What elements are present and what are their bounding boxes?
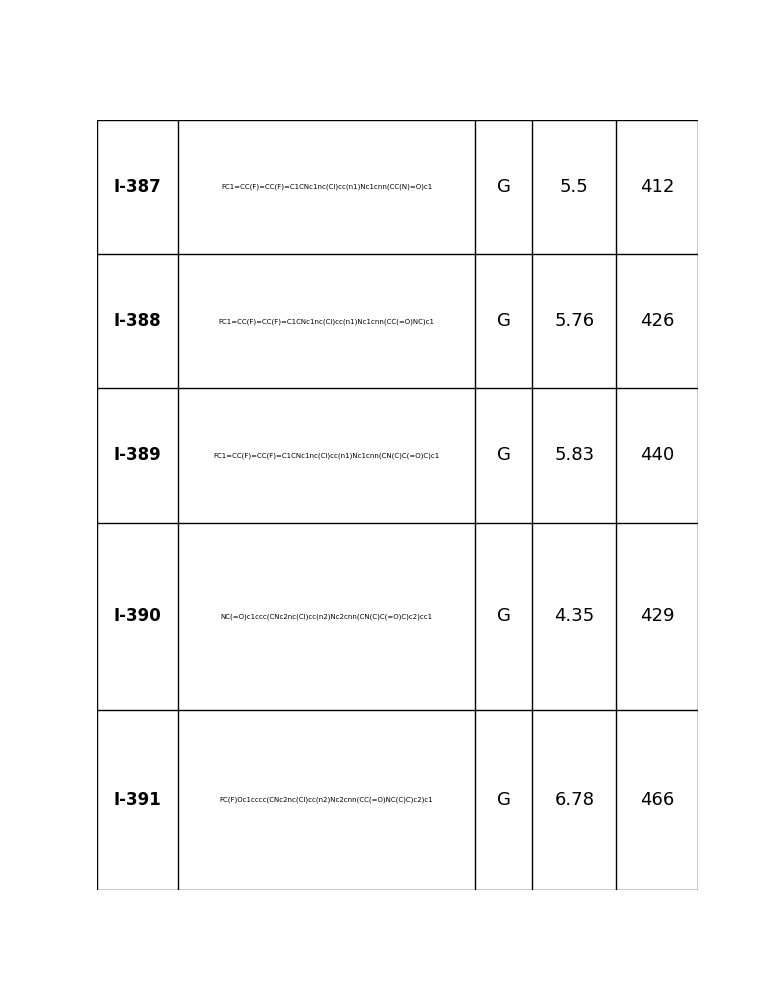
Text: G: G: [497, 312, 511, 330]
Text: 6.78: 6.78: [554, 791, 594, 809]
Text: I-391: I-391: [114, 791, 161, 809]
Text: 5.76: 5.76: [554, 312, 594, 330]
Text: 4.35: 4.35: [554, 607, 594, 625]
Text: 429: 429: [639, 607, 674, 625]
Text: I-389: I-389: [114, 446, 161, 464]
Text: 5.5: 5.5: [560, 178, 589, 196]
Text: FC(F)Oc1cccc(CNc2nc(Cl)cc(n2)Nc2cnn(CC(=O)NC(C)C)c2)c1: FC(F)Oc1cccc(CNc2nc(Cl)cc(n2)Nc2cnn(CC(=…: [220, 797, 433, 803]
Text: FC1=CC(F)=CC(F)=C1CNc1nc(Cl)cc(n1)Nc1cnn(CN(C)C(=O)C)c1: FC1=CC(F)=CC(F)=C1CNc1nc(Cl)cc(n1)Nc1cnn…: [213, 452, 439, 459]
Text: I-387: I-387: [114, 178, 161, 196]
Text: I-390: I-390: [114, 607, 161, 625]
Text: G: G: [497, 607, 511, 625]
Text: G: G: [497, 178, 511, 196]
Text: FC1=CC(F)=CC(F)=C1CNc1nc(Cl)cc(n1)Nc1cnn(CC(N)=O)c1: FC1=CC(F)=CC(F)=C1CNc1nc(Cl)cc(n1)Nc1cnn…: [221, 184, 432, 190]
Text: 412: 412: [640, 178, 674, 196]
Text: G: G: [497, 446, 511, 464]
Text: 426: 426: [640, 312, 674, 330]
Text: G: G: [497, 791, 511, 809]
Text: I-388: I-388: [114, 312, 161, 330]
Text: 5.83: 5.83: [554, 446, 594, 464]
Text: 466: 466: [640, 791, 674, 809]
Text: FC1=CC(F)=CC(F)=C1CNc1nc(Cl)cc(n1)Nc1cnn(CC(=O)NC)c1: FC1=CC(F)=CC(F)=C1CNc1nc(Cl)cc(n1)Nc1cnn…: [219, 318, 435, 325]
Text: NC(=O)c1ccc(CNc2nc(Cl)cc(n2)Nc2cnn(CN(C)C(=O)C)c2)cc1: NC(=O)c1ccc(CNc2nc(Cl)cc(n2)Nc2cnn(CN(C)…: [221, 613, 432, 620]
Text: 440: 440: [640, 446, 674, 464]
